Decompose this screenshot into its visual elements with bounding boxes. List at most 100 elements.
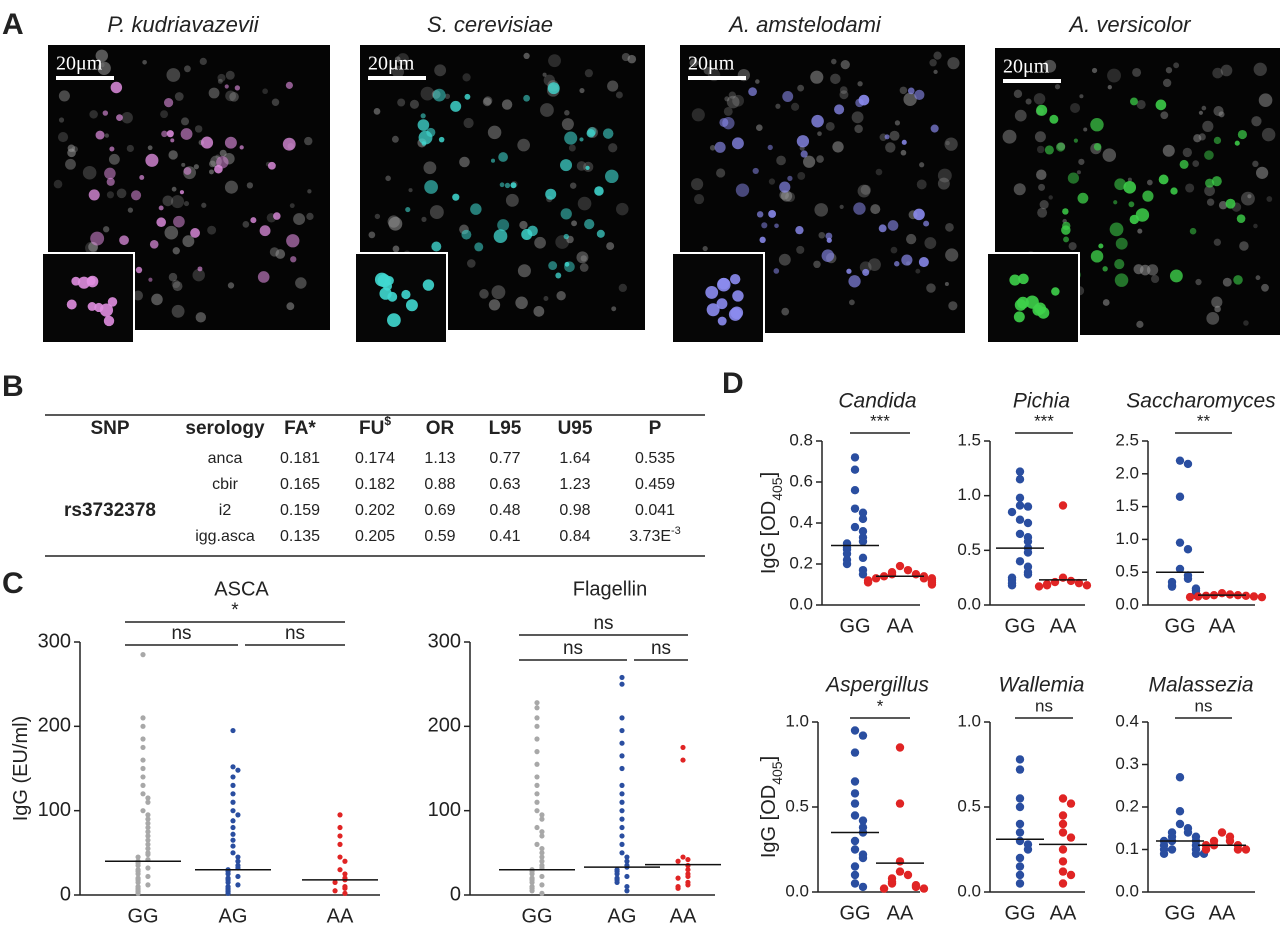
cell — [709, 145, 716, 151]
x-tick-label: AG — [219, 905, 248, 927]
cell — [488, 299, 501, 311]
cell — [482, 97, 492, 107]
data-point — [675, 885, 681, 891]
data-point — [145, 851, 151, 858]
cell — [88, 189, 100, 201]
data-point — [619, 791, 625, 797]
data-point — [539, 873, 545, 880]
cell — [104, 167, 116, 180]
cell — [840, 60, 850, 70]
data-point — [850, 726, 860, 735]
cell — [479, 289, 489, 299]
data-point — [230, 774, 236, 780]
y-axis-label-part: ] — [758, 756, 780, 762]
data-point — [842, 549, 852, 558]
x-tick-label: AA — [327, 905, 354, 927]
cell — [776, 155, 786, 166]
data-point — [1058, 867, 1068, 876]
cell — [540, 103, 554, 117]
table-cell: 1.64 — [559, 450, 590, 467]
data-point — [1175, 819, 1185, 829]
cell — [542, 72, 547, 77]
cell — [497, 219, 510, 232]
cell — [171, 195, 185, 209]
data-point — [1034, 582, 1044, 591]
cell — [158, 205, 164, 211]
data-point — [135, 871, 141, 877]
cell — [1253, 223, 1258, 229]
cell — [289, 203, 295, 209]
cell — [418, 130, 433, 145]
inset-cell — [732, 290, 744, 302]
cell — [1114, 178, 1127, 191]
cell — [408, 188, 413, 193]
cell — [275, 249, 286, 259]
data-point — [145, 820, 151, 826]
cell — [1213, 136, 1222, 145]
cell — [1049, 114, 1059, 124]
cell — [183, 167, 192, 175]
x-tick-label: GG — [839, 615, 870, 637]
cell — [148, 277, 153, 282]
cell — [780, 190, 793, 202]
table-cell: 0.77 — [489, 450, 520, 467]
inset — [671, 252, 765, 344]
y-tick-label: 2.0 — [1115, 463, 1139, 482]
x-tick-label: GG — [839, 902, 870, 924]
data-point — [680, 854, 686, 860]
cell — [605, 169, 619, 184]
data-point — [903, 870, 913, 880]
cell — [533, 305, 545, 317]
data-point — [1015, 862, 1025, 871]
y-axis-label-part: IgG (EU/ml) — [10, 716, 32, 822]
data-point — [1241, 845, 1251, 854]
cell — [714, 141, 726, 153]
cell — [271, 98, 280, 106]
cell — [282, 137, 296, 151]
cell — [879, 133, 887, 141]
image-title: S. cerevisiae — [427, 12, 553, 37]
table-cell: 0.535 — [635, 450, 675, 467]
data-point — [1225, 836, 1235, 846]
cell — [816, 155, 824, 163]
cell — [163, 98, 174, 108]
data-point — [140, 723, 146, 729]
cell — [778, 253, 791, 266]
cell — [82, 165, 97, 180]
cell — [825, 232, 833, 240]
cell — [795, 225, 804, 235]
cell — [607, 80, 619, 92]
data-point — [337, 841, 343, 848]
data-point — [230, 831, 236, 837]
cell — [875, 168, 883, 176]
cell — [168, 150, 178, 160]
cell — [832, 141, 844, 153]
inset-cell — [717, 277, 731, 292]
cell — [1218, 201, 1228, 210]
cell — [194, 125, 203, 133]
cell — [901, 139, 907, 145]
data-point — [1015, 475, 1025, 484]
cell — [878, 224, 887, 233]
data-point — [235, 767, 241, 773]
data-point — [534, 723, 540, 729]
data-point — [230, 727, 236, 734]
y-tick-label: 0.0 — [1115, 881, 1139, 900]
data-point — [529, 888, 535, 894]
x-tick-label: AA — [1209, 902, 1236, 924]
cell — [854, 124, 863, 134]
data-point — [624, 858, 630, 864]
y-tick-label: 0.1 — [1115, 839, 1139, 858]
cell — [945, 140, 950, 146]
cell — [916, 179, 927, 190]
cell — [209, 169, 214, 175]
data-point — [534, 824, 540, 831]
cell — [1213, 105, 1224, 117]
table-cell-sup: -3 — [671, 525, 681, 537]
data-point — [145, 841, 151, 848]
table-cell: 0.59 — [424, 528, 455, 545]
inset-cell — [1034, 302, 1047, 315]
cell — [145, 153, 159, 167]
cell — [1206, 198, 1215, 206]
cell — [703, 66, 712, 75]
